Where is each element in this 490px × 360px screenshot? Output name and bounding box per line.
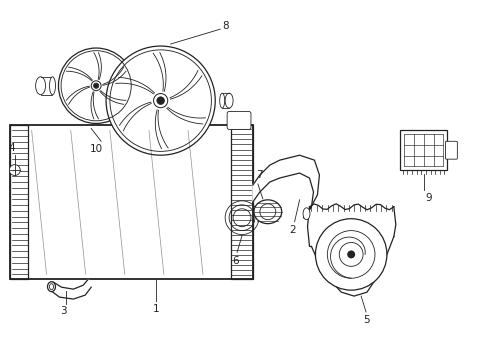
Ellipse shape: [48, 282, 55, 292]
Polygon shape: [51, 279, 91, 299]
Text: 4: 4: [8, 143, 15, 153]
Ellipse shape: [49, 77, 55, 95]
Circle shape: [91, 81, 101, 91]
Polygon shape: [91, 92, 98, 119]
Circle shape: [347, 251, 355, 258]
Circle shape: [106, 46, 215, 155]
Circle shape: [157, 97, 165, 104]
Polygon shape: [116, 77, 154, 94]
Text: 3: 3: [60, 306, 67, 316]
Text: 6: 6: [232, 256, 239, 266]
Circle shape: [58, 48, 134, 123]
Ellipse shape: [36, 77, 46, 95]
Ellipse shape: [254, 200, 282, 224]
Polygon shape: [153, 53, 166, 91]
FancyBboxPatch shape: [227, 112, 251, 129]
Polygon shape: [66, 86, 90, 104]
Polygon shape: [253, 155, 319, 218]
Text: 8: 8: [222, 21, 228, 31]
Text: 2: 2: [289, 225, 296, 235]
Ellipse shape: [225, 93, 233, 108]
Bar: [10, 125, 253, 279]
Polygon shape: [167, 107, 205, 124]
Text: 10: 10: [90, 144, 103, 154]
Polygon shape: [94, 53, 101, 80]
Polygon shape: [170, 71, 202, 99]
Text: 5: 5: [363, 315, 369, 325]
Bar: [10, 125, 28, 279]
Polygon shape: [310, 204, 394, 296]
Text: 9: 9: [425, 193, 432, 203]
Circle shape: [9, 165, 20, 176]
Polygon shape: [155, 110, 168, 149]
FancyBboxPatch shape: [400, 130, 447, 170]
Text: 1: 1: [152, 304, 159, 314]
Polygon shape: [100, 91, 126, 104]
Ellipse shape: [303, 208, 310, 220]
Ellipse shape: [220, 93, 224, 108]
FancyBboxPatch shape: [445, 141, 457, 159]
Polygon shape: [103, 67, 126, 85]
Polygon shape: [66, 67, 92, 81]
Bar: [231, 125, 253, 279]
Circle shape: [153, 94, 168, 108]
Circle shape: [316, 219, 387, 290]
Circle shape: [94, 83, 99, 88]
Text: 7: 7: [257, 170, 263, 180]
Polygon shape: [120, 102, 151, 131]
